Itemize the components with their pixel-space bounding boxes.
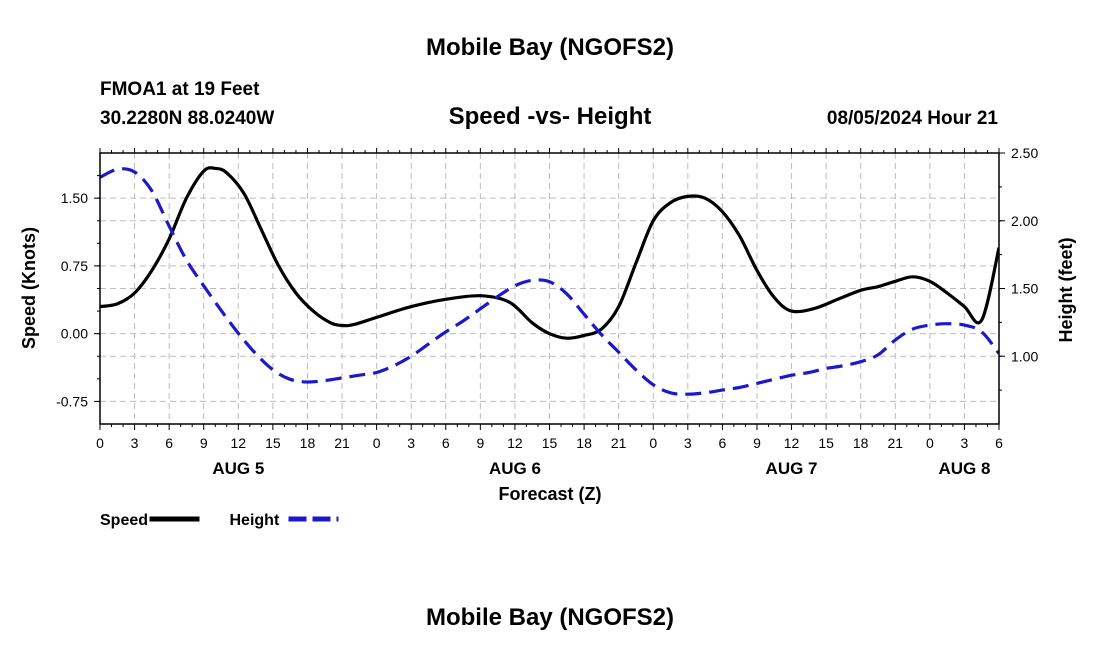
x-tick-label: 0 bbox=[926, 435, 934, 451]
y-tick-label-left: 0.00 bbox=[61, 326, 88, 342]
x-tick-label: 18 bbox=[300, 435, 316, 451]
y-tick-label-left: 1.50 bbox=[61, 190, 88, 206]
x-tick-label: 9 bbox=[200, 435, 208, 451]
x-tick-label: 15 bbox=[818, 435, 834, 451]
y-tick-label-right: 1.50 bbox=[1011, 281, 1038, 297]
x-tick-label: 12 bbox=[231, 435, 247, 451]
legend-label-height: Height bbox=[230, 512, 280, 529]
x-tick-label: 6 bbox=[165, 435, 173, 451]
y-tick-label-right: 2.50 bbox=[1011, 145, 1038, 161]
x-tick-label: 0 bbox=[373, 435, 381, 451]
legend: Speed Height bbox=[100, 512, 339, 529]
forecast-datetime: 08/05/2024 Hour 21 bbox=[827, 108, 999, 129]
y-axis-right-label: Height (feet) bbox=[1056, 238, 1076, 343]
x-tick-label: 9 bbox=[753, 435, 761, 451]
x-tick-label: 6 bbox=[718, 435, 726, 451]
x-tick-label: 21 bbox=[611, 435, 627, 451]
axes: 0 3 6 9 12 15 18 21 0 3 6 9 12 15 18 21 0 3 6 9 12 15 18 21 0 3 6A… bbox=[56, 145, 1038, 478]
x-tick-label: 18 bbox=[853, 435, 869, 451]
x-tick-label: 9 bbox=[476, 435, 484, 451]
date-label: AUG 5 bbox=[212, 459, 264, 478]
x-tick-label: 6 bbox=[442, 435, 450, 451]
x-tick-label: 3 bbox=[131, 435, 139, 451]
x-tick-label: 12 bbox=[507, 435, 523, 451]
x-tick-label: 3 bbox=[407, 435, 415, 451]
x-tick-label: 0 bbox=[649, 435, 657, 451]
x-tick-label: 0 bbox=[96, 435, 104, 451]
y-tick-label-right: 1.00 bbox=[1011, 348, 1038, 364]
y-tick-label-left: 0.75 bbox=[61, 258, 88, 274]
date-label: AUG 7 bbox=[766, 459, 818, 478]
y-axis-left-label: Speed (Knots) bbox=[19, 227, 39, 349]
station-label: FMOA1 at 19 Feet bbox=[100, 79, 260, 100]
x-axis-label: Forecast (Z) bbox=[498, 484, 601, 504]
y-tick-label-left: -0.75 bbox=[56, 393, 88, 409]
legend-label-speed: Speed bbox=[100, 512, 148, 529]
x-tick-label: 18 bbox=[576, 435, 592, 451]
page-title: Mobile Bay (NGOFS2) bbox=[426, 34, 674, 61]
x-tick-label: 3 bbox=[684, 435, 692, 451]
x-tick-label: 6 bbox=[995, 435, 1003, 451]
footer-title: Mobile Bay (NGOFS2) bbox=[426, 604, 674, 631]
x-tick-label: 15 bbox=[542, 435, 558, 451]
y-tick-label-right: 2.00 bbox=[1011, 213, 1038, 229]
x-tick-label: 3 bbox=[961, 435, 969, 451]
station-coords: 30.2280N 88.0240W bbox=[100, 108, 274, 129]
date-label: AUG 8 bbox=[938, 459, 990, 478]
x-tick-label: 21 bbox=[887, 435, 903, 451]
chart-subtitle: Speed -vs- Height bbox=[449, 103, 652, 130]
x-tick-label: 15 bbox=[265, 435, 281, 451]
series-lines bbox=[100, 166, 999, 396]
x-tick-label: 12 bbox=[784, 435, 800, 451]
x-tick-label: 21 bbox=[334, 435, 350, 451]
date-label: AUG 6 bbox=[489, 459, 541, 478]
grid bbox=[100, 153, 999, 424]
height-series-line bbox=[100, 167, 999, 396]
speed-series-line bbox=[100, 166, 999, 340]
